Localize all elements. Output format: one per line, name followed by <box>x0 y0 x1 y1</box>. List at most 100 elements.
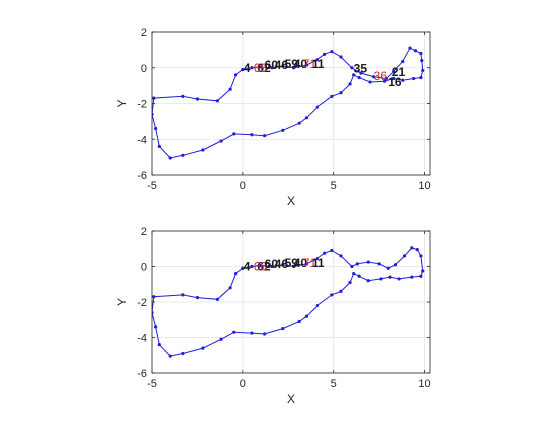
data-point <box>228 87 232 91</box>
axes-box <box>151 230 431 374</box>
x-tick-label: 10 <box>418 180 430 192</box>
y-tick-label: -6 <box>137 368 147 380</box>
data-point <box>195 97 200 101</box>
y-tick-label: 0 <box>141 262 147 274</box>
data-point <box>402 254 407 258</box>
y-tick-label: 2 <box>141 27 147 39</box>
annotation-label: 4 <box>244 61 251 75</box>
data-point <box>366 260 370 264</box>
x-tick-label: -5 <box>147 378 157 390</box>
annotation-label: 66 <box>254 260 268 274</box>
data-point <box>315 303 319 308</box>
annotation-label: 21 <box>392 65 406 79</box>
data-point <box>368 80 372 84</box>
data-point <box>250 66 254 70</box>
annotation-label: 62 <box>257 260 271 274</box>
x-axis-label: X <box>287 392 295 406</box>
data-point <box>359 71 363 75</box>
annotation-label: 46 <box>275 257 289 271</box>
y-tick-label: 0 <box>141 63 147 75</box>
data-point <box>232 132 236 136</box>
data-point <box>315 105 319 109</box>
data-point <box>421 68 425 73</box>
y-tick-label: -4 <box>137 333 147 345</box>
data-point <box>297 319 301 324</box>
y-tick-label: -2 <box>137 297 147 309</box>
data-point <box>270 66 274 70</box>
data-point <box>357 274 361 278</box>
data-point <box>323 251 327 255</box>
annotation-label: 35 <box>354 62 368 76</box>
data-point <box>419 274 423 278</box>
annotation-label: 16 <box>388 75 402 89</box>
data-point <box>233 272 238 276</box>
data-point <box>304 314 309 318</box>
y-axis-label: Y <box>115 298 129 306</box>
data-point <box>415 248 419 252</box>
data-point <box>350 66 354 70</box>
data-point <box>281 64 285 68</box>
data-point <box>339 91 343 95</box>
data-point <box>392 76 396 81</box>
data-point <box>241 266 245 270</box>
data-point <box>339 254 343 258</box>
data-point <box>201 346 205 350</box>
data-point <box>388 275 392 279</box>
data-point <box>292 264 296 269</box>
annotation-label: 11 <box>312 57 325 71</box>
data-point <box>219 139 223 143</box>
data-point <box>357 75 361 80</box>
data-point <box>259 65 263 69</box>
annotation-label: 46 <box>275 58 289 72</box>
data-point <box>270 264 274 269</box>
data-point <box>181 153 185 157</box>
data-point <box>410 275 414 279</box>
y-tick-label: -4 <box>137 134 147 146</box>
data-point <box>215 297 220 301</box>
annotation-label: 71 <box>303 256 317 270</box>
data-point <box>157 144 161 148</box>
data-point <box>281 327 285 331</box>
y-tick-label: -6 <box>137 170 147 182</box>
x-tick-label: 5 <box>331 180 337 192</box>
data-point <box>419 51 423 56</box>
data-point <box>168 156 172 160</box>
data-point <box>339 55 343 59</box>
data-point <box>421 269 425 273</box>
annotation-label: 11 <box>312 256 325 270</box>
annotation-label: 40 <box>294 256 308 270</box>
data-point <box>348 82 352 86</box>
data-point <box>250 133 254 137</box>
data-point <box>195 295 200 300</box>
data-point <box>352 272 356 276</box>
data-point <box>304 63 309 67</box>
data-point <box>154 325 158 329</box>
data-point <box>181 293 185 297</box>
data-point <box>412 76 416 81</box>
data-point <box>413 49 418 53</box>
data-point <box>154 126 158 131</box>
data-point <box>392 69 396 73</box>
data-point <box>250 331 254 335</box>
data-point <box>181 351 185 356</box>
annotation-label: 71 <box>303 57 317 71</box>
data-point <box>281 128 285 132</box>
data-point <box>419 254 423 258</box>
data-point <box>263 332 267 336</box>
annotation-label: 66 <box>254 61 268 75</box>
data-point <box>323 52 327 56</box>
data-point <box>152 295 156 299</box>
data-point <box>384 76 388 81</box>
data-point <box>259 264 263 268</box>
data-point <box>355 262 359 266</box>
data-point <box>393 263 398 267</box>
annotation-label: 40 <box>294 57 308 71</box>
data-point <box>410 246 414 250</box>
annotation-label: 4 <box>244 260 251 274</box>
y-tick-label: 2 <box>141 226 147 238</box>
x-tick-label: 10 <box>418 378 430 390</box>
data-point <box>330 248 334 253</box>
axes-box <box>151 31 431 176</box>
